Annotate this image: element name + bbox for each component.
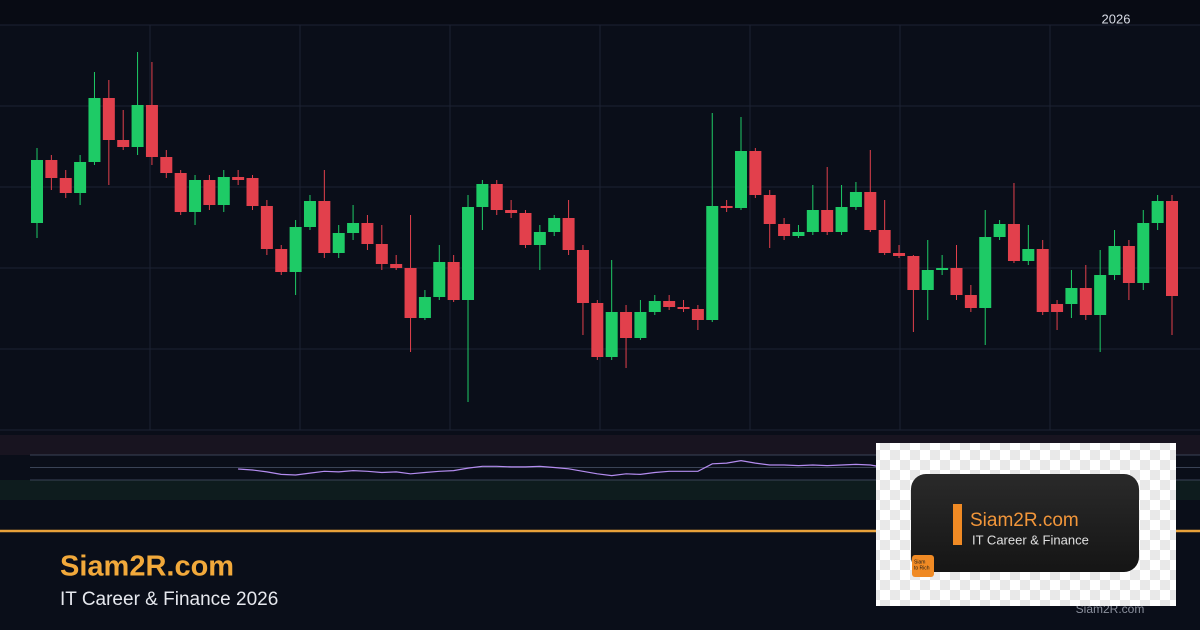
candles <box>31 52 1178 402</box>
candle-body <box>576 250 589 303</box>
candle-body <box>964 295 977 308</box>
candle-body <box>979 237 992 308</box>
candle-body <box>533 232 546 245</box>
candle-body <box>1094 275 1107 315</box>
candle-body <box>1108 246 1121 275</box>
candle-body <box>605 312 618 357</box>
candle-body <box>1137 223 1150 283</box>
candle-body <box>361 223 374 244</box>
candle-body <box>634 312 647 338</box>
candle-body <box>260 206 273 249</box>
candle-body <box>749 151 762 195</box>
candle-body <box>1065 288 1078 304</box>
badge-line: to Rich <box>914 565 930 571</box>
candle-body <box>907 256 920 290</box>
logo-badge <box>912 555 934 577</box>
candle-body <box>476 184 489 207</box>
candle-body <box>519 213 532 245</box>
candle-body <box>117 140 130 147</box>
candle-body <box>217 177 230 205</box>
logo-title: Siam2R.com <box>970 510 1079 531</box>
candle-body <box>131 105 144 147</box>
candle-body <box>936 268 949 270</box>
candle-body <box>821 210 834 232</box>
candle-body <box>31 160 43 223</box>
candle-body <box>677 307 690 309</box>
candle-body <box>303 201 316 227</box>
candle-body <box>462 207 475 300</box>
footer-subtitle: IT Career & Finance 2026 <box>60 589 278 610</box>
candle-body <box>433 262 446 297</box>
badge-line: Siam <box>914 559 925 565</box>
candle-body <box>59 178 72 193</box>
candle-body <box>318 201 331 253</box>
year-label: 2026 <box>1102 11 1131 26</box>
candle-body <box>620 312 633 338</box>
logo-bar <box>953 504 962 545</box>
candle-body <box>663 301 676 307</box>
candle-body <box>289 227 302 272</box>
candle-body <box>347 223 360 233</box>
candle-body <box>835 207 848 232</box>
candle-body <box>1079 288 1092 315</box>
candle-body <box>418 297 431 318</box>
candle-body <box>232 177 245 180</box>
logo-overlay: Siam2R.com IT Career & Finance Siam to R… <box>876 443 1176 606</box>
candle-body <box>763 195 776 224</box>
logo-subtitle: IT Career & Finance <box>972 532 1089 547</box>
candle-body <box>864 192 877 230</box>
candle-body <box>74 162 87 193</box>
candle-body <box>332 233 345 253</box>
candle-body <box>562 218 575 250</box>
candle-body <box>160 157 173 173</box>
candle-body <box>591 303 604 357</box>
candle-body <box>390 264 403 268</box>
candle-body <box>45 160 58 178</box>
candle-body <box>88 98 101 162</box>
candle-body <box>490 184 503 210</box>
footer-title: Siam2R.com <box>60 551 234 583</box>
candle-body <box>1051 304 1064 312</box>
candle-body <box>893 253 906 256</box>
candle-body <box>1122 246 1135 283</box>
candle-body <box>275 249 288 272</box>
candle-body <box>778 224 791 236</box>
candle-body <box>548 218 561 232</box>
top-band <box>0 0 1200 25</box>
candle-body <box>950 268 963 295</box>
candle-body <box>993 224 1006 237</box>
candle-body <box>174 173 187 212</box>
candle-body <box>691 309 704 320</box>
candle-body <box>447 262 460 300</box>
candle-body <box>792 232 805 236</box>
candle-body <box>734 151 747 208</box>
candle-body <box>1036 249 1049 312</box>
candle-body <box>246 178 259 206</box>
candle-body <box>375 244 388 264</box>
candle-body <box>1022 249 1035 261</box>
candle-body <box>1007 224 1020 261</box>
candle-body <box>878 230 891 253</box>
candle-body <box>145 105 158 157</box>
logo-card <box>911 474 1139 572</box>
candle-body <box>921 270 934 290</box>
candle-body <box>1151 201 1164 223</box>
candle-body <box>706 206 719 320</box>
candle-body <box>720 206 733 208</box>
indicator-line <box>238 459 885 477</box>
candle-body <box>849 192 862 207</box>
candle-body <box>404 268 417 318</box>
candle-body <box>189 180 202 212</box>
candle-body <box>203 180 216 205</box>
candle-body <box>1166 201 1178 296</box>
candle-body <box>505 210 518 213</box>
candle-body <box>648 301 661 312</box>
candle-body <box>102 98 115 140</box>
candle-body <box>806 210 819 232</box>
